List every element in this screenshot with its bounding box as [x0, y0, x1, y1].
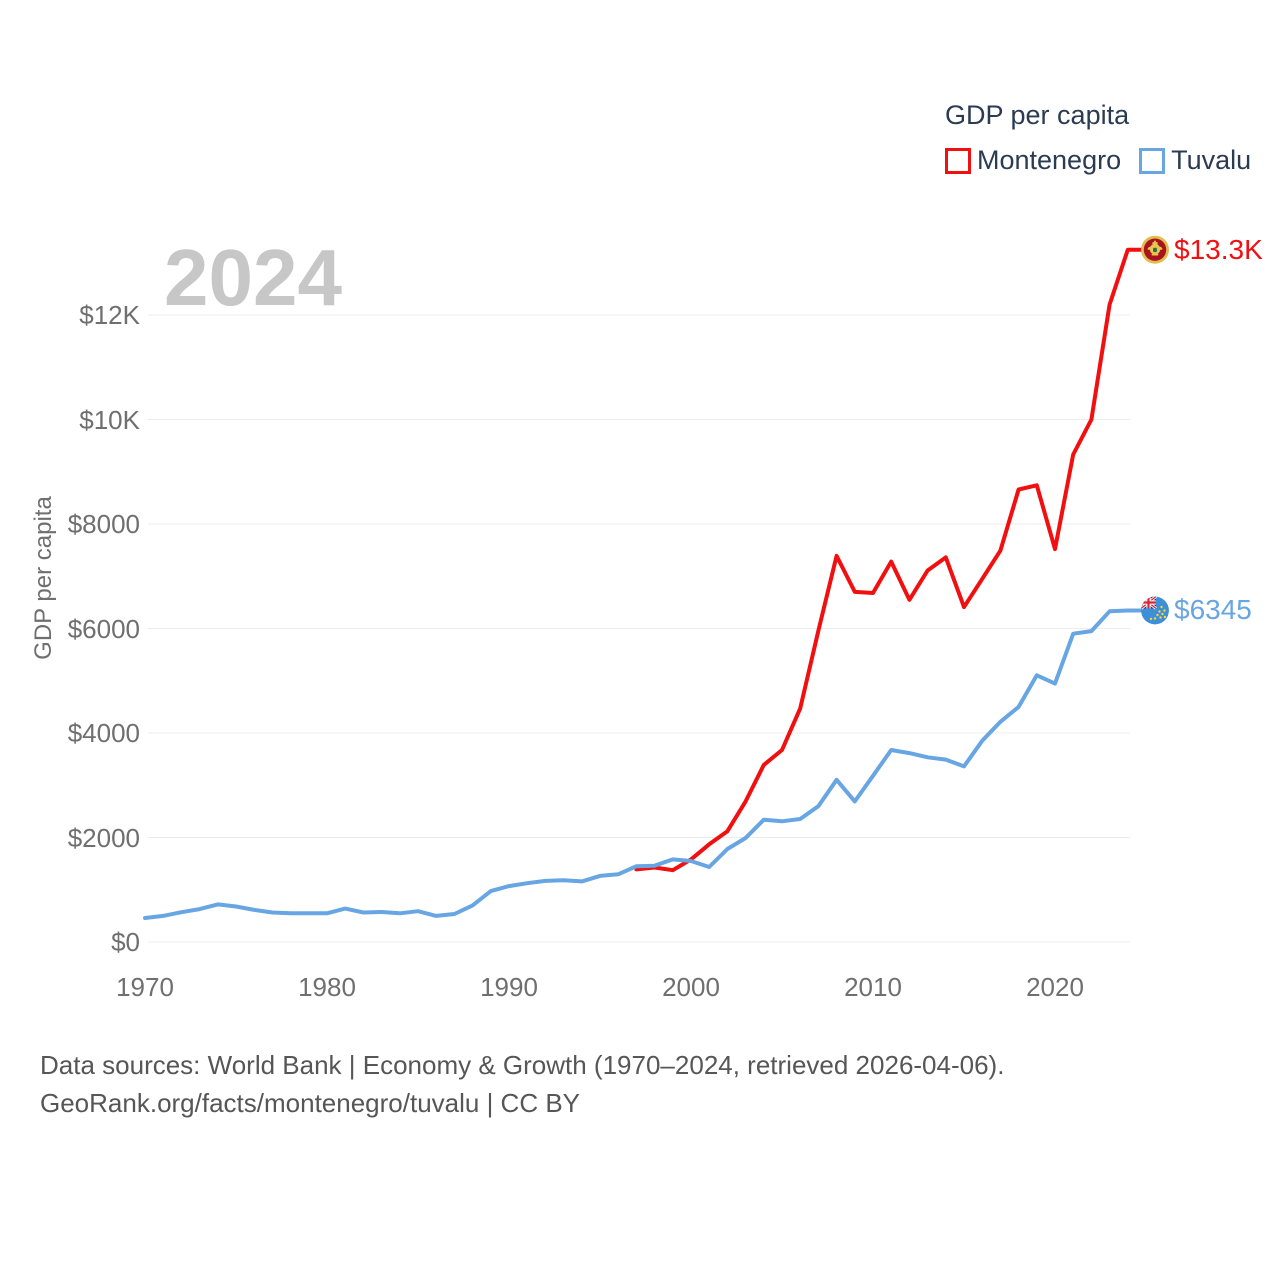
montenegro-line[interactable] [634, 247, 1150, 873]
y-tick-label: $4000 [67, 718, 140, 748]
y-tick-label: $8000 [67, 509, 140, 539]
series-lines [143, 247, 1150, 920]
tuvalu-swatch-icon [1139, 147, 1166, 174]
x-tick-label: 2020 [1026, 972, 1084, 1002]
y-tick-label: $2000 [67, 822, 140, 853]
legend-label: Montenegro [977, 145, 1122, 175]
legend-label: Tuvalu [1171, 145, 1252, 175]
y-axis-title: GDP per capita [30, 496, 57, 660]
footer-line-1: Data sources: World Bank | Economy & Gro… [40, 1050, 1005, 1080]
y-tick-label: $6000 [67, 613, 140, 644]
y-tick-label: $0 [111, 927, 140, 957]
union-jack-canton [1141, 596, 1157, 610]
montenegro-flag-icon [1141, 235, 1169, 264]
footer-line-2: GeoRank.org/facts/montenegro/tuvalu | CC… [40, 1088, 581, 1118]
x-tick-label: 2010 [844, 972, 902, 1002]
legend: GDP per capita Montenegro Tuvalu [945, 100, 1251, 176]
tuvalu-line[interactable] [143, 608, 1150, 920]
legend-item-tuvalu[interactable]: Tuvalu [1139, 145, 1251, 176]
legend-title: GDP per capita [945, 100, 1130, 130]
tuvalu-flag-icon [1141, 596, 1169, 625]
x-tick-label: 2000 [662, 972, 720, 1002]
x-tick-label: 1970 [116, 972, 174, 1002]
montenegro-swatch-icon [945, 147, 971, 174]
legend-row: Montenegro Tuvalu [945, 145, 1251, 176]
y-tick-label: $10K [79, 404, 140, 435]
x-tick-label: 1980 [298, 972, 356, 1002]
data-sources-footer: Data sources: World Bank | Economy & Gro… [40, 1046, 1004, 1122]
tuvalu-end-value: $6345 [1174, 594, 1252, 626]
y-tick-label: $12K [79, 300, 140, 330]
tuvalu-stars [1149, 605, 1167, 621]
legend-item-montenegro[interactable]: Montenegro [945, 145, 1121, 176]
x-tick-label: 1990 [480, 972, 538, 1002]
year-watermark: 2024 [164, 233, 342, 322]
montenegro-end-value: $13.3K [1174, 233, 1263, 265]
gridlines [148, 314, 1130, 943]
